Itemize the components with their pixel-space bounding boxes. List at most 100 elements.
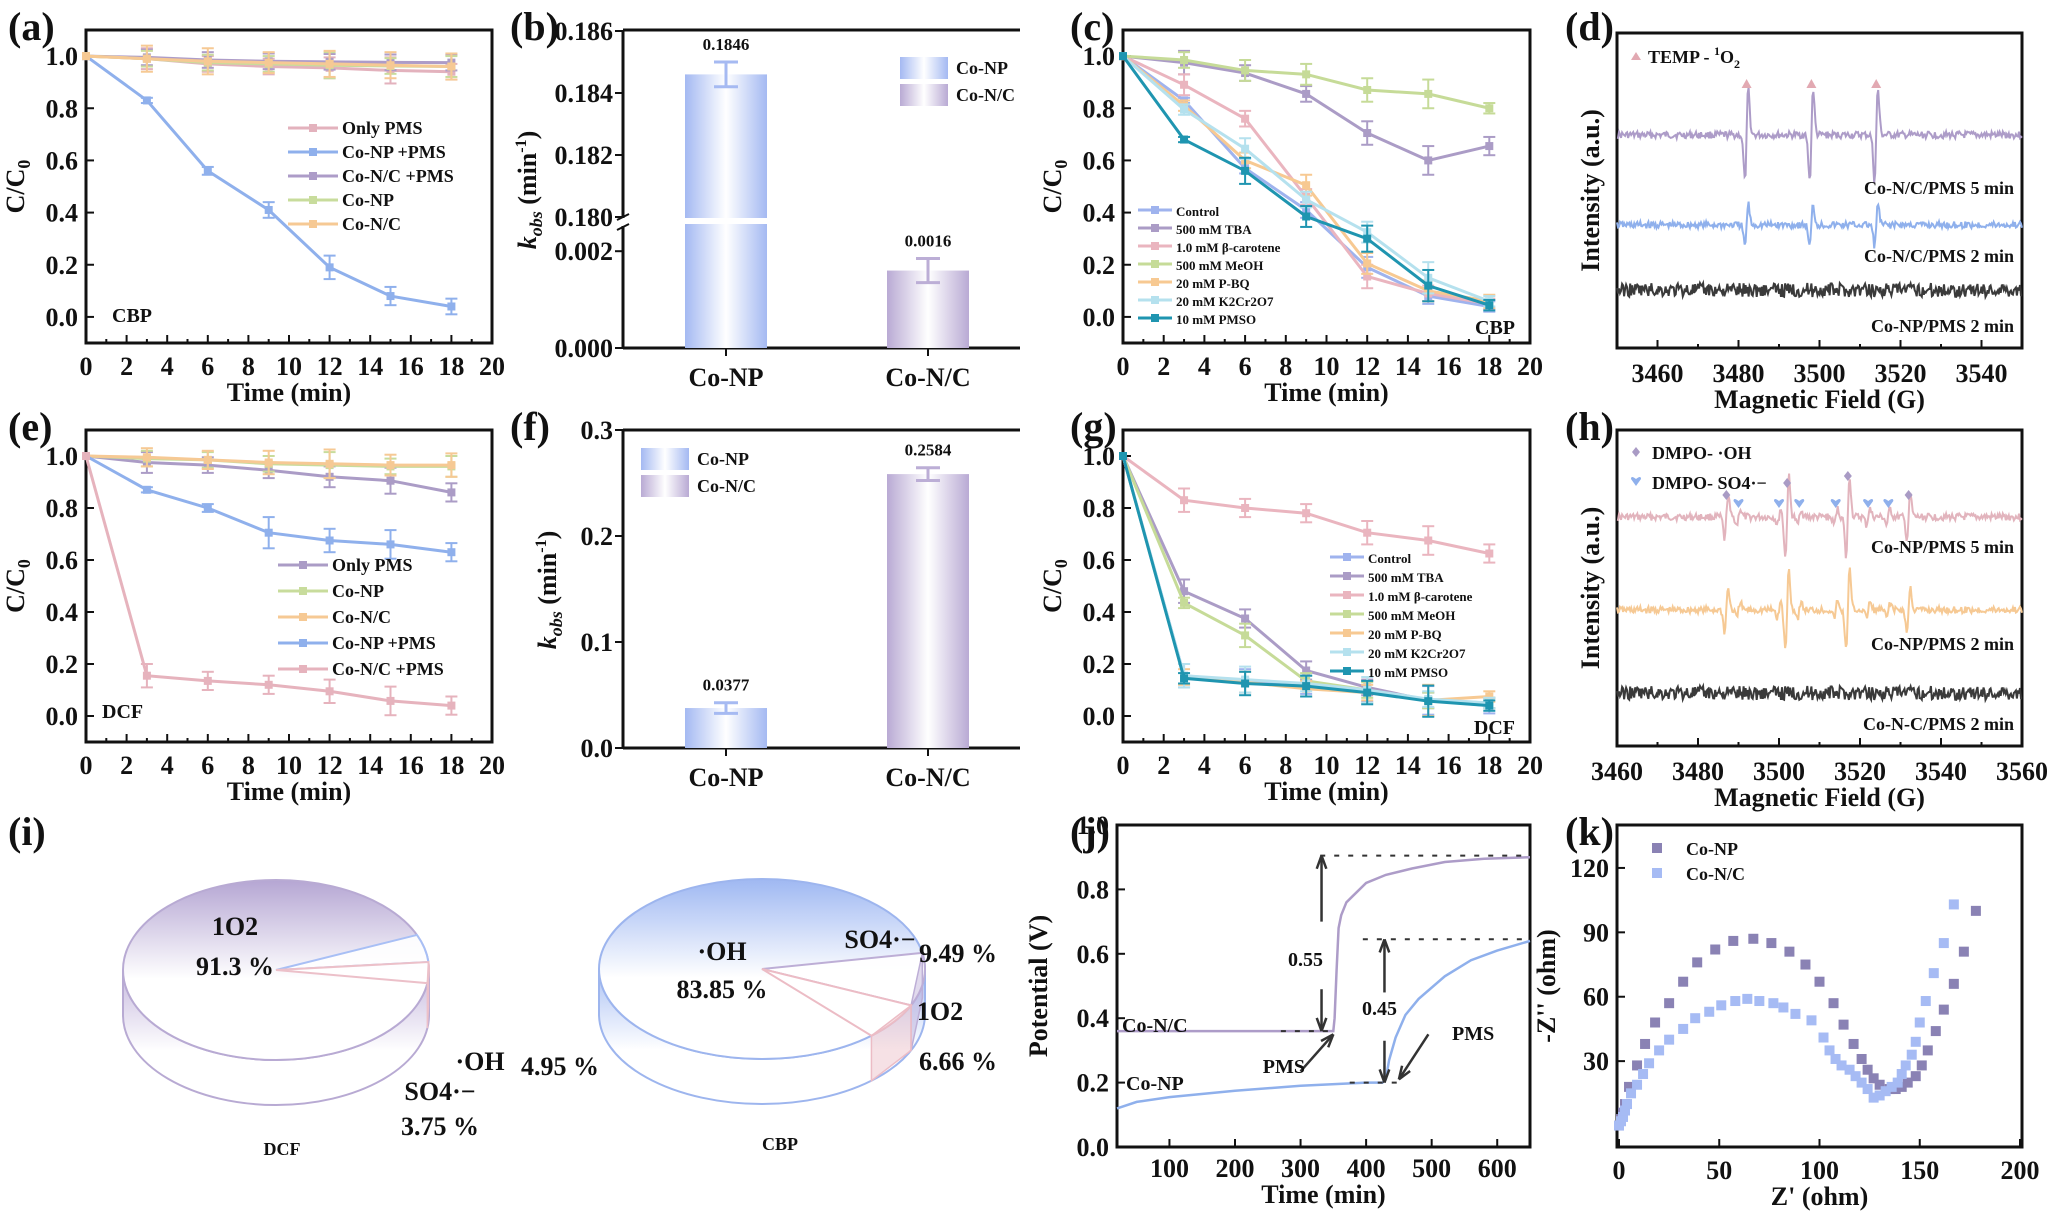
data-point (1874, 1090, 1885, 1101)
data-point (386, 461, 395, 470)
data-point (1632, 1079, 1643, 1090)
x-tick-label: 10 (276, 751, 302, 780)
legend-marker (299, 587, 307, 595)
x-tick-label: 6 (1239, 751, 1252, 780)
legend-label: Co-N/C (697, 476, 756, 496)
data-point (1485, 692, 1494, 701)
data-point (447, 488, 456, 497)
x-tick-label: 10 (1314, 352, 1340, 381)
data-point (1302, 70, 1311, 79)
x-tick-label: 600 (1478, 1154, 1517, 1183)
sample-annotation: CBP (112, 305, 152, 327)
data-point (1784, 946, 1795, 957)
plot-frame (84, 28, 494, 345)
trace-label: Co-NP/PMS 5 min (1871, 537, 2014, 557)
data-point (1920, 996, 1931, 1007)
data-point (1748, 933, 1759, 944)
x-tick-label: 12 (1354, 352, 1380, 381)
y-axis-title: kobs (min-1) (533, 531, 566, 650)
data-point (1716, 1000, 1727, 1011)
data-point (1302, 89, 1311, 98)
x-tick-label: 300 (1281, 1154, 1320, 1183)
data-point (1806, 1015, 1817, 1026)
legend-label: Co-N/C (342, 214, 401, 234)
legend-label: Co-NP (697, 449, 749, 469)
data-point (1970, 905, 1981, 916)
data-point (325, 536, 334, 545)
data-point (1766, 938, 1777, 949)
legend-label: Control (1176, 204, 1219, 219)
data-point (1848, 1038, 1859, 1049)
data-point (1180, 55, 1189, 64)
data-point (1180, 674, 1189, 683)
spade-marker-icon (1871, 79, 1882, 88)
x-axis-title: Magnetic Field (G) (1714, 385, 1925, 414)
data-point (1902, 1077, 1913, 1088)
pie-slice-label: ·OH (697, 937, 746, 966)
legend-marker (1151, 296, 1159, 304)
spade-marker-icon (1806, 79, 1817, 88)
data-point (1906, 1049, 1917, 1060)
sample-annotation: DCF (102, 701, 143, 723)
y-tick-label: 0.8 (1083, 94, 1116, 123)
data-point (1704, 1006, 1715, 1017)
data-point (1768, 998, 1779, 1009)
data-point (1180, 80, 1189, 89)
y-axis-title: -Z'' (ohm) (1532, 929, 1561, 1042)
data-point (142, 54, 151, 63)
data-point (1778, 1002, 1789, 1013)
data-point (1836, 1060, 1847, 1071)
arrowhead-icon (1320, 1033, 1335, 1048)
data-point (264, 680, 273, 689)
curve-annotation: Co-N/C (1122, 1015, 1188, 1037)
legend-label: 500 mM TBA (1368, 570, 1444, 585)
data-point (1241, 631, 1250, 640)
data-point (1363, 688, 1372, 697)
data-point (1922, 1045, 1933, 1056)
x-axis-title: Magnetic Field (G) (1714, 783, 1925, 812)
y-tick-label: 0.2 (46, 251, 79, 280)
chart-h: 3460 3480 3500 3520 3540 3560 Magnetic Field (… (1576, 428, 2048, 812)
data-point (1948, 899, 1959, 910)
pie-slice-side (870, 1003, 912, 1083)
pie-slice-value: 83.85 % (677, 975, 768, 1004)
pie-slice-label: ·OH (455, 1047, 504, 1076)
data-point (1868, 1092, 1879, 1103)
x-axis-title: Time (min) (227, 777, 351, 806)
legend-swatch (900, 57, 948, 79)
legend-swatch (641, 475, 689, 497)
x-tick-label: 200 (1216, 1154, 1255, 1183)
data-point (1638, 1069, 1649, 1080)
x-tick-label: 6 (1239, 352, 1252, 381)
data-point (1910, 1036, 1921, 1047)
x-tick-label: 16 (1436, 751, 1462, 780)
pie-slice-value: 91.3 % (196, 952, 274, 981)
legend-marker (299, 665, 307, 673)
data-point (1754, 996, 1765, 1007)
pie-dcf: 1O2 91.3 % SO4·− 3.75 % ·OH 4.95 % DCF (122, 879, 599, 1159)
panel-label-k: (k) (1565, 809, 1614, 854)
legend-marker (1151, 224, 1159, 232)
chart-b: 0.180 0.182 0.184 0.186 0.000 0.002 0.1846 Co-N… (513, 17, 1020, 392)
legend-marker (309, 124, 317, 132)
y-tick-label: 1.0 (1083, 42, 1116, 71)
legend-label: 20 mM K2Cr2O7 (1368, 646, 1466, 661)
heart-marker-icon (1830, 499, 1841, 508)
y-tick-label: 0.2 (581, 522, 614, 551)
data-point (386, 61, 395, 70)
curve-annotation: Co-NP (1126, 1073, 1184, 1095)
y-axis-title: C/C0 (1038, 559, 1071, 613)
heart-marker-icon (1774, 499, 1784, 508)
legend-marker (1652, 843, 1662, 853)
pie-slice-label: 1O2 (917, 997, 963, 1026)
bar-value-label: 0.1846 (703, 35, 750, 54)
legend-label: 10 mM PMSO (1176, 312, 1256, 327)
legend-marker (1151, 314, 1159, 322)
y-tick-label: 0.6 (1083, 146, 1116, 175)
data-point (1790, 1008, 1801, 1019)
x-tick-label: 3560 (1996, 757, 2048, 786)
data-point (325, 263, 334, 272)
x-tick-label: 0 (1117, 352, 1130, 381)
curve-annotation: PMS (1263, 1056, 1305, 1078)
y-tick-label: 0.8 (46, 494, 79, 523)
